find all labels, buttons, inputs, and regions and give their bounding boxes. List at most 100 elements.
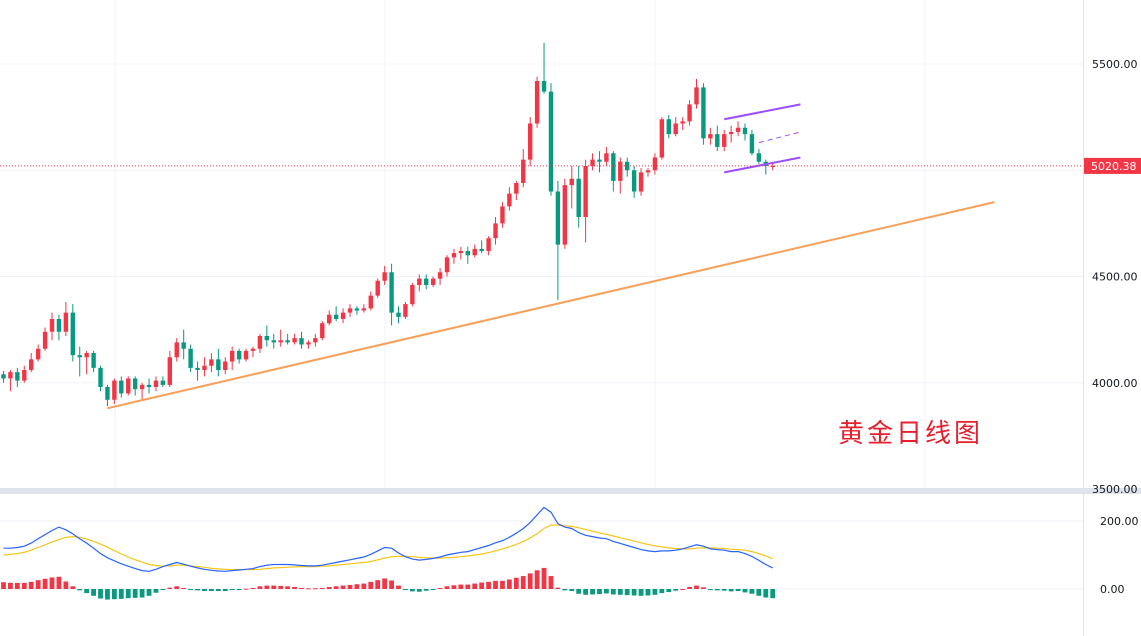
macd-histogram-bar	[520, 576, 526, 589]
candle-body	[701, 87, 706, 139]
candle	[223, 357, 228, 375]
candle-body	[42, 331, 48, 349]
price-axis-tick: 5500.00	[1092, 58, 1138, 71]
macd-histogram-bar	[77, 589, 83, 591]
candle-body	[271, 340, 276, 343]
macd-histogram-bar	[652, 589, 658, 595]
candle-body	[139, 384, 145, 390]
candle-body	[507, 193, 512, 207]
candle-body	[694, 87, 699, 105]
candle	[479, 240, 484, 254]
candle-body	[98, 367, 103, 387]
candle	[749, 129, 755, 156]
macd-axis-tick: 0.00	[1100, 583, 1125, 596]
macd-histogram-bar	[14, 582, 20, 589]
macd-histogram-bar	[285, 586, 291, 589]
candle	[361, 304, 367, 313]
macd-histogram-bar	[472, 583, 478, 589]
macd-histogram-bar	[673, 589, 679, 591]
candle	[742, 123, 748, 141]
macd-histogram-bar	[84, 589, 90, 594]
candle	[486, 236, 491, 256]
candle-body	[153, 380, 159, 387]
candle	[257, 333, 263, 353]
macd-histogram-bar	[756, 589, 762, 596]
price-axis-tick: 4500.00	[1092, 271, 1138, 284]
candle-body	[188, 348, 193, 368]
macd-histogram-bar	[541, 567, 547, 589]
macd-histogram-bar	[749, 589, 755, 594]
macd-histogram-bar	[687, 586, 692, 589]
candle-body	[534, 81, 540, 124]
macd-histogram-bar	[299, 587, 304, 589]
candle-body	[340, 312, 346, 319]
candle	[437, 268, 443, 285]
candle-body	[680, 121, 685, 124]
candle-body	[735, 127, 741, 132]
candle-body	[500, 206, 505, 224]
candle	[77, 346, 82, 377]
macd-histogram-bar	[312, 588, 318, 590]
candle	[666, 115, 671, 139]
candle-body	[742, 127, 748, 135]
candle	[167, 350, 173, 387]
candle	[195, 361, 200, 381]
candle-body	[444, 257, 450, 273]
macd-histogram-bar	[555, 587, 561, 589]
candle-body	[417, 278, 422, 285]
candle	[292, 333, 297, 345]
macd-histogram-bar	[403, 589, 408, 590]
candle	[576, 166, 581, 228]
candle	[91, 350, 96, 373]
macd-histogram-bar	[500, 580, 505, 589]
candle	[652, 153, 658, 175]
candle	[451, 248, 457, 264]
candlestick-series	[1, 42, 775, 407]
macd-histogram-bar	[624, 589, 630, 596]
candle	[278, 329, 283, 347]
candle	[299, 331, 304, 349]
candle-body	[756, 153, 762, 162]
price-gridlines	[0, 0, 1083, 488]
candle-body	[583, 166, 588, 217]
candle	[465, 246, 471, 264]
macd-histogram-bar	[111, 589, 117, 600]
macd-histogram-bar	[257, 586, 263, 589]
candle	[139, 382, 145, 400]
macd-histogram-bar	[361, 583, 367, 589]
candle-body	[569, 178, 574, 186]
channel-upper-line[interactable]	[724, 103, 801, 121]
candle-body	[15, 372, 20, 381]
macd-histogram-bar	[458, 584, 464, 589]
macd-histogram-bar	[638, 589, 644, 596]
macd-histogram-bar	[105, 589, 110, 600]
candle-body	[174, 342, 179, 358]
channel-lower-line[interactable]	[724, 156, 801, 174]
macd-histogram-bar	[139, 589, 145, 598]
candle-body	[250, 348, 256, 351]
candle	[1, 371, 6, 383]
candle-body	[91, 353, 96, 368]
pane-separator[interactable]	[0, 488, 1141, 494]
candle-body	[70, 312, 75, 356]
candle	[250, 346, 256, 358]
macd-histogram-bar	[8, 582, 13, 589]
candle-body	[63, 312, 69, 332]
candle	[396, 306, 401, 324]
support-trendline[interactable]	[107, 201, 995, 410]
macd-histogram-bar	[1, 582, 6, 589]
candle	[333, 306, 339, 322]
candle-body	[479, 248, 484, 251]
candle-body	[597, 159, 602, 162]
macd-histogram-bar	[396, 585, 401, 589]
candle-body	[292, 338, 297, 343]
candle-body	[645, 170, 651, 173]
candle-body	[264, 336, 270, 341]
channel-mid-line[interactable]	[758, 131, 801, 144]
candle	[604, 146, 609, 166]
macd-histogram-bar	[243, 588, 249, 590]
candle	[15, 367, 20, 387]
candle	[493, 217, 498, 245]
macd-histogram-bar	[264, 585, 270, 589]
